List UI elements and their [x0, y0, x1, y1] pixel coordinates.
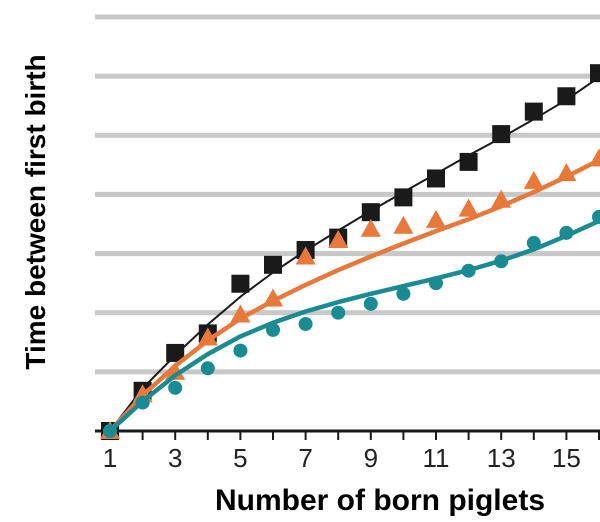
x-axis-title: Number of born piglets — [215, 484, 545, 517]
data-point-triangle — [393, 215, 414, 234]
data-point-triangle — [556, 163, 577, 182]
data-point-circle — [135, 395, 150, 410]
data-point-triangle — [197, 327, 218, 346]
data-point-circle — [592, 209, 600, 224]
data-point-triangle — [523, 170, 544, 189]
data-point-square — [264, 255, 282, 274]
x-tick-label: 9 — [364, 443, 378, 473]
data-point-square — [459, 152, 478, 171]
x-tick-label: 7 — [298, 443, 312, 473]
x-tick-label: 11 — [423, 443, 450, 473]
data-point-circle — [526, 235, 541, 250]
data-point-circle — [461, 263, 476, 278]
data-point-square — [394, 188, 413, 207]
x-tick-label: 1 — [103, 443, 117, 473]
data-point-circle — [559, 225, 574, 240]
series-triangle — [100, 148, 600, 439]
data-point-circle — [298, 316, 313, 331]
data-point-square — [231, 274, 250, 293]
x-tick-label: 15 — [552, 443, 581, 473]
data-point-circle — [266, 322, 280, 337]
x-tick-label: 13 — [487, 443, 516, 473]
x-tick-label: 5 — [233, 443, 247, 473]
data-point-circle — [494, 254, 509, 269]
data-point-triangle — [230, 304, 251, 323]
data-point-circle — [233, 343, 248, 358]
gridlines — [95, 14, 600, 375]
x-tick-label: 3 — [168, 443, 182, 473]
data-point-triangle — [589, 148, 600, 167]
data-point-square — [590, 64, 600, 83]
y-axis-title: Time between first birth — [20, 54, 51, 369]
data-point-square — [557, 87, 576, 106]
data-point-square — [166, 343, 185, 362]
data-point-square — [492, 125, 511, 144]
data-point-circle — [396, 286, 411, 301]
data-point-square — [361, 203, 380, 222]
data-point-circle — [331, 305, 346, 320]
data-point-circle — [103, 424, 117, 438]
data-point-triangle — [295, 246, 316, 265]
data-point-triangle — [458, 198, 479, 217]
data-point-triangle — [426, 209, 446, 228]
data-point-triangle — [491, 189, 512, 208]
series-circle — [103, 209, 600, 438]
data-point-triangle — [263, 288, 283, 307]
x-axis-ticks: 1 3 5 7 9 11 13 15 — [103, 431, 600, 473]
data-point-triangle — [360, 218, 381, 237]
fit-line-triangle — [107, 157, 600, 434]
data-point-circle — [363, 296, 378, 311]
data-point-triangle — [165, 361, 186, 380]
series-layer — [100, 64, 600, 440]
data-point-circle — [429, 276, 443, 291]
data-point-triangle — [328, 229, 349, 248]
fit-line-square — [109, 76, 600, 432]
data-point-square — [427, 169, 445, 188]
data-point-square — [524, 102, 543, 121]
fit-line-circle — [107, 218, 600, 434]
data-point-circle — [168, 380, 183, 395]
data-point-circle — [200, 361, 215, 376]
